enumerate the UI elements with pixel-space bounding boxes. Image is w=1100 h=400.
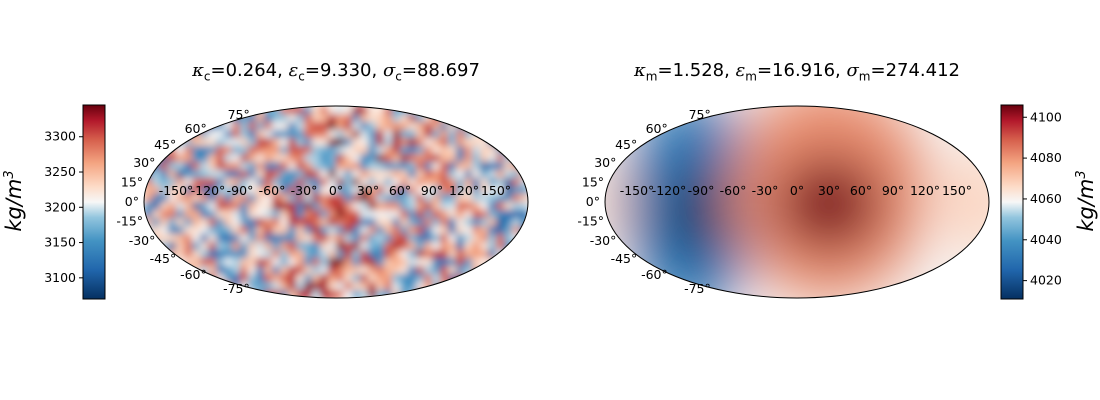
- lon-tick-label: -120°: [652, 183, 687, 198]
- lat-tick-label: -75°: [223, 281, 250, 296]
- colorbar-tick-label: 3200: [44, 199, 76, 214]
- lat-tick-label: 75°: [689, 107, 711, 122]
- lat-tick-label: 30°: [594, 155, 616, 170]
- right-map-title: κm=1.528, εm=16.916, σm=274.412: [633, 60, 961, 84]
- lat-tick-label: 60°: [185, 121, 207, 136]
- lon-tick-label: -120°: [191, 183, 226, 198]
- colorbar: 3100 3150 3200 3250 3300: [44, 104, 106, 300]
- lon-tick-label: 120°: [910, 183, 940, 198]
- colorbar-tick-label: 4100: [1030, 109, 1062, 124]
- lon-tick-label: -60°: [720, 183, 747, 198]
- lat-tick-label: -45°: [150, 251, 177, 266]
- lat-tick-label: -30°: [590, 233, 617, 248]
- colorbar: 4020 4040 4060 4080 4100: [1000, 104, 1062, 300]
- lon-tick-label: -30°: [752, 183, 779, 198]
- lat-tick-label: 45°: [615, 137, 637, 152]
- colorbar-tick-label: 4080: [1030, 150, 1062, 165]
- lat-tick-label: -75°: [684, 281, 711, 296]
- colorbar-tick-label: 4020: [1030, 273, 1062, 288]
- lon-tick-label: 30°: [818, 183, 840, 198]
- lat-tick-label: -15°: [116, 214, 143, 229]
- lon-tick-label: 120°: [449, 183, 479, 198]
- lat-tick-label: -60°: [641, 267, 668, 282]
- lon-tick-label: -150°: [159, 183, 194, 198]
- colorbar-tick-label: 3150: [44, 235, 76, 250]
- lat-tick-label: -15°: [577, 214, 604, 229]
- lat-tick-label: 75°: [228, 107, 250, 122]
- lat-tick-label: 60°: [646, 121, 668, 136]
- lat-tick-label: 30°: [133, 155, 155, 170]
- lat-tick-label: 15°: [121, 174, 143, 189]
- lat-tick-label: -60°: [180, 267, 207, 282]
- colorbar-tick-label: 3100: [44, 270, 76, 285]
- lon-tick-label: -60°: [259, 183, 286, 198]
- lat-tick-label: -45°: [611, 251, 638, 266]
- lat-tick-label: -30°: [129, 233, 156, 248]
- lon-tick-label: 60°: [850, 183, 872, 198]
- map-field: [605, 106, 989, 298]
- lon-tick-label: 90°: [421, 183, 443, 198]
- colorbar-tick-label: 3250: [44, 164, 76, 179]
- lon-tick-label: 60°: [389, 183, 411, 198]
- lon-tick-label: 0°: [790, 183, 804, 198]
- lat-tick-label: 0°: [125, 194, 139, 209]
- lon-tick-label: -150°: [620, 183, 655, 198]
- colorbar-tick-label: 4040: [1030, 232, 1062, 247]
- left-map-title: κc=0.264, εc=9.330, σc=88.697: [192, 60, 480, 84]
- colorbar-tick-label: 3300: [44, 129, 76, 144]
- lat-tick-label: 15°: [582, 174, 604, 189]
- lat-tick-label: 0°: [586, 194, 600, 209]
- lon-tick-label: -30°: [291, 183, 318, 198]
- colorbar-tick-label: 4060: [1030, 191, 1062, 206]
- lon-tick-label: 0°: [329, 183, 343, 198]
- lon-tick-label: -90°: [227, 183, 254, 198]
- lon-tick-label: 150°: [481, 183, 511, 198]
- lat-tick-label: 45°: [154, 137, 176, 152]
- lon-tick-label: -90°: [688, 183, 715, 198]
- lon-tick-label: 90°: [882, 183, 904, 198]
- lon-tick-label: 150°: [942, 183, 972, 198]
- lon-tick-label: 30°: [357, 183, 379, 198]
